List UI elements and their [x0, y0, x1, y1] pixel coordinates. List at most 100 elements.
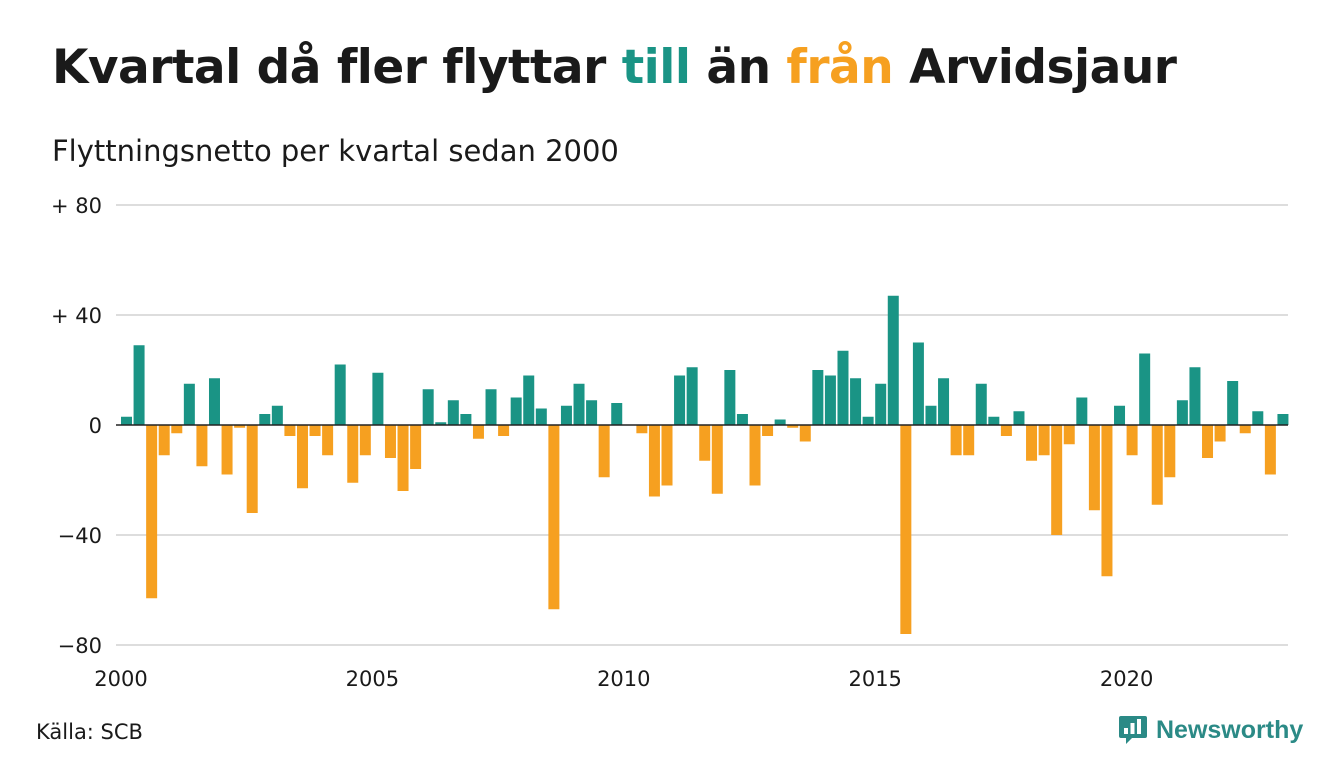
bar — [548, 425, 560, 610]
bar — [259, 414, 271, 425]
bar — [875, 383, 887, 425]
source-label: Källa: SCB — [36, 720, 143, 744]
bar — [510, 397, 522, 425]
bar — [736, 414, 748, 425]
bar — [1139, 353, 1151, 425]
bar — [850, 378, 862, 425]
bar — [183, 383, 195, 425]
bar — [975, 383, 987, 425]
bar — [384, 425, 396, 458]
newsworthy-logo-icon — [1119, 716, 1147, 744]
bar — [900, 425, 912, 634]
bar — [1252, 411, 1264, 425]
bar — [523, 375, 535, 425]
y-tick-label: 0 — [89, 414, 102, 438]
chart-subtitle: Flyttningsnetto per kvartal sedan 2000 — [52, 134, 619, 168]
bar — [234, 425, 246, 428]
bar — [1013, 411, 1025, 425]
bar — [1076, 397, 1088, 425]
bar — [925, 405, 937, 425]
grid-lines — [116, 204, 1288, 646]
bar — [460, 414, 472, 425]
bar — [1227, 381, 1239, 425]
bar — [837, 350, 849, 425]
bar — [472, 425, 484, 439]
bar — [284, 425, 296, 436]
x-tick-label: 2005 — [346, 667, 399, 691]
bar — [1202, 425, 1214, 458]
bar — [724, 370, 736, 425]
bar — [1214, 425, 1226, 442]
bar — [812, 370, 824, 425]
x-tick-label: 2000 — [94, 667, 147, 691]
bar — [422, 389, 434, 425]
bar — [1239, 425, 1251, 434]
title-part-2: än — [690, 40, 787, 95]
bar — [988, 416, 1000, 425]
bar — [485, 389, 497, 425]
bar — [887, 295, 899, 425]
bar — [347, 425, 359, 483]
bar — [372, 372, 384, 425]
bar — [598, 425, 610, 478]
bar — [686, 367, 698, 425]
title-fran: från — [786, 40, 894, 95]
bar — [1151, 425, 1163, 505]
axes: + 80 + 40 0 −40 −80 2000 2005 2010 2015 2020 — [51, 194, 1288, 691]
title-part-3: Arvidsjaur — [893, 40, 1177, 95]
bar — [1114, 405, 1126, 425]
bar — [535, 408, 547, 425]
bar — [1101, 425, 1113, 577]
bar — [498, 425, 510, 436]
bar — [158, 425, 170, 456]
bar — [171, 425, 183, 434]
x-tick-label: 2020 — [1100, 667, 1153, 691]
bar — [611, 403, 623, 425]
bar — [246, 425, 258, 513]
bar — [146, 425, 158, 599]
bar — [359, 425, 371, 456]
bar — [674, 375, 686, 425]
title-till: till — [621, 40, 691, 95]
bar — [1176, 400, 1188, 425]
bar — [862, 416, 874, 425]
chart-title: Kvartal då fler flyttar till än från Arv… — [52, 40, 1177, 95]
bar — [1164, 425, 1176, 478]
bar — [749, 425, 761, 486]
bar — [699, 425, 711, 461]
x-tick-label: 2015 — [848, 667, 901, 691]
bar — [787, 425, 799, 428]
bar — [912, 342, 924, 425]
bar — [322, 425, 334, 456]
bar — [309, 425, 321, 436]
y-tick-label: + 80 — [51, 194, 102, 218]
bar — [208, 378, 220, 425]
bar — [1088, 425, 1100, 511]
bar — [1000, 425, 1012, 436]
bar — [799, 425, 811, 442]
bar — [774, 419, 786, 425]
bar — [397, 425, 409, 491]
brand-logo: Newsworthy — [1118, 714, 1303, 746]
y-tick-label: −80 — [58, 634, 102, 658]
bar — [121, 416, 132, 425]
x-tick-label: 2010 — [597, 667, 650, 691]
bar — [636, 425, 648, 434]
bar — [938, 378, 950, 425]
bar — [560, 405, 572, 425]
bar — [1063, 425, 1075, 445]
bar — [410, 425, 422, 469]
bar — [296, 425, 308, 489]
bar — [196, 425, 208, 467]
bar — [447, 400, 459, 425]
bar — [1051, 425, 1063, 535]
bar — [1038, 425, 1050, 456]
bar — [1126, 425, 1138, 456]
bar — [271, 405, 283, 425]
bar — [661, 425, 673, 486]
bar — [1026, 425, 1038, 461]
bar — [573, 383, 585, 425]
brand-name: Newsworthy — [1156, 715, 1304, 744]
bar — [824, 375, 836, 425]
